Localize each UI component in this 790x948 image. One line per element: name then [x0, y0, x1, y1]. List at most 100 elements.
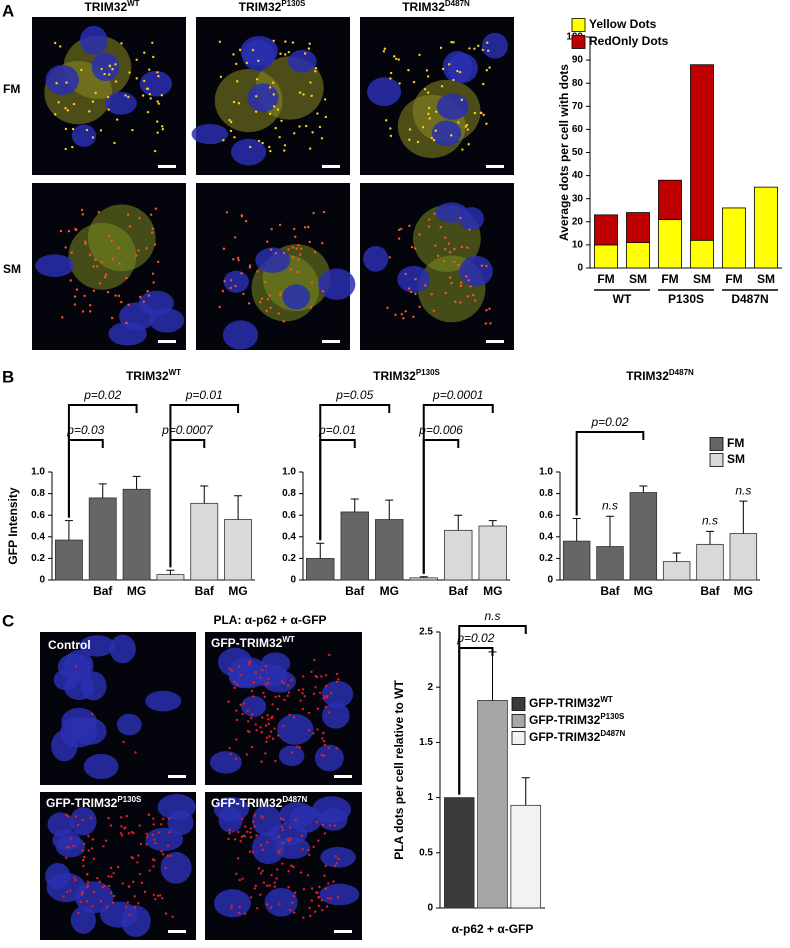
legend-label: SM	[727, 452, 745, 466]
legend-label: Yellow Dots	[589, 17, 657, 31]
nucleus	[231, 138, 267, 166]
dot	[270, 873, 273, 877]
dot	[427, 106, 431, 110]
dot	[262, 881, 266, 884]
dot	[468, 47, 471, 50]
dot	[397, 228, 401, 232]
dot	[296, 745, 299, 748]
dot	[230, 904, 233, 907]
dot	[254, 884, 258, 888]
nucleus	[160, 852, 192, 884]
dot	[392, 55, 396, 58]
dot	[320, 675, 323, 678]
dot	[418, 233, 421, 236]
dot	[151, 272, 155, 275]
annotation: p=0.05	[335, 388, 373, 402]
dot	[244, 825, 247, 828]
dot	[74, 879, 77, 882]
dot	[161, 125, 164, 128]
dot	[117, 865, 120, 869]
dot	[441, 67, 445, 71]
dot	[389, 134, 393, 138]
annotation: p=0.0001	[432, 388, 483, 402]
dot	[101, 886, 105, 889]
dot	[82, 855, 86, 859]
dot	[57, 101, 60, 104]
dot	[156, 131, 159, 134]
dot	[459, 216, 462, 220]
dot	[459, 281, 463, 284]
annotation: p=0.006	[418, 423, 463, 437]
dot	[256, 907, 259, 910]
dot	[280, 119, 283, 123]
panel-title: PLA: α-p62 + α-GFP	[213, 613, 326, 627]
dot	[98, 880, 101, 883]
dot	[65, 846, 69, 849]
bar	[696, 543, 724, 581]
dot	[112, 894, 116, 898]
dot	[459, 301, 462, 304]
bracket	[67, 404, 138, 518]
dot	[148, 92, 152, 96]
dot	[312, 692, 316, 696]
dot	[152, 823, 155, 826]
dot	[240, 215, 244, 218]
x-tick-label: SM	[757, 272, 775, 286]
dot	[488, 307, 491, 310]
dot	[312, 732, 315, 735]
dot	[110, 239, 113, 243]
dot	[266, 714, 269, 717]
dot	[120, 300, 123, 304]
dot	[283, 149, 286, 152]
dot	[127, 832, 131, 835]
dot	[256, 270, 259, 273]
dot	[110, 316, 114, 320]
dot	[85, 899, 89, 903]
dot	[324, 864, 328, 868]
dot	[152, 893, 156, 897]
dot	[80, 68, 83, 72]
dot	[92, 265, 95, 268]
dot	[152, 817, 155, 820]
bar	[122, 488, 151, 581]
row-label: SM	[3, 262, 21, 276]
annotation: p=0.01	[185, 388, 223, 402]
dot	[131, 128, 134, 132]
dot	[234, 757, 238, 761]
dot	[99, 900, 103, 903]
dot	[282, 251, 286, 255]
dot	[269, 906, 273, 909]
dot	[317, 904, 320, 908]
dot	[149, 97, 152, 100]
dot	[267, 718, 270, 721]
dot	[328, 711, 331, 714]
dot	[261, 848, 265, 851]
dot	[459, 284, 462, 288]
legend-swatch	[511, 697, 526, 711]
legend-label-sup: D487N	[600, 729, 625, 738]
dot	[146, 87, 150, 90]
dot	[263, 695, 267, 698]
dot	[299, 247, 303, 250]
dot	[124, 94, 127, 97]
dot	[320, 753, 324, 757]
dot	[413, 247, 417, 250]
dot	[100, 261, 104, 264]
nucleus	[121, 905, 151, 937]
y-tick-label: 0	[39, 575, 45, 586]
dot	[416, 140, 420, 144]
x-tick-label: Baf	[345, 584, 365, 598]
dot	[410, 245, 414, 249]
dot	[120, 834, 124, 837]
dot	[485, 69, 488, 72]
bar-segment	[754, 186, 778, 269]
dot	[111, 258, 115, 261]
dot	[460, 245, 464, 249]
y-tick-label: 70	[572, 101, 584, 112]
dot	[268, 884, 272, 887]
dot	[259, 893, 262, 896]
annotation: n.s	[735, 483, 751, 497]
dot	[456, 69, 459, 73]
dot	[61, 316, 64, 319]
dot	[244, 219, 248, 223]
